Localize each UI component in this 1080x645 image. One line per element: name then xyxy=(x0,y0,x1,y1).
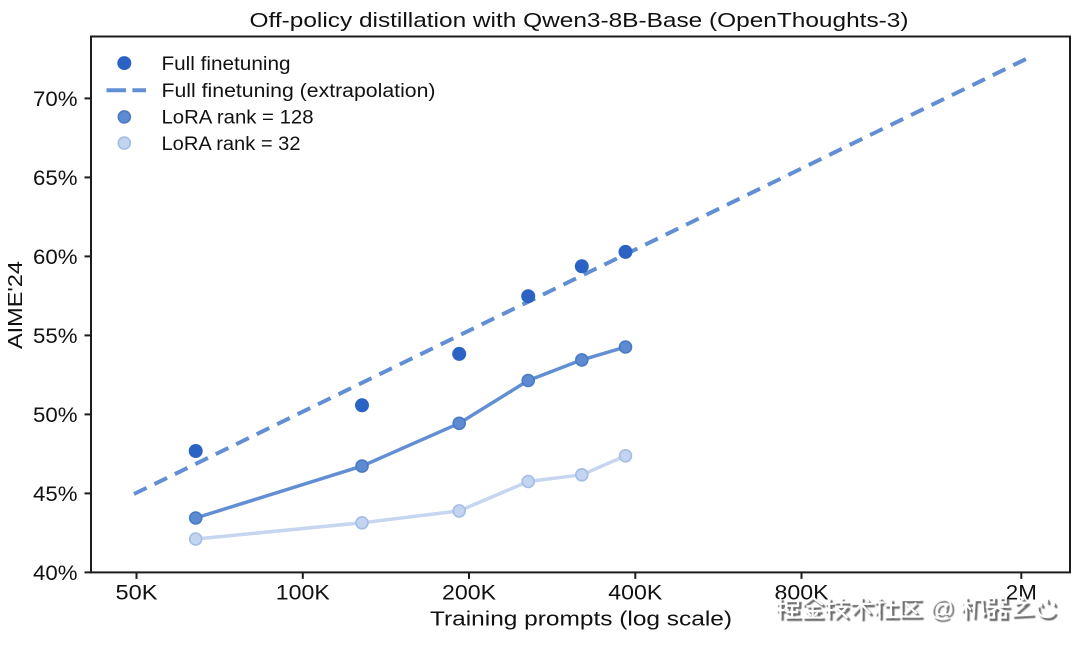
svg-text:Training prompts (log scale): Training prompts (log scale) xyxy=(430,607,732,630)
svg-text:65%: 65% xyxy=(33,166,78,190)
svg-text:LoRA rank = 128: LoRA rank = 128 xyxy=(162,108,314,129)
svg-text:70%: 70% xyxy=(33,87,78,111)
svg-text:AIME'24: AIME'24 xyxy=(4,261,27,349)
svg-text:2M: 2M xyxy=(1006,581,1037,605)
svg-text:50%: 50% xyxy=(33,403,78,427)
svg-text:Off-policy distillation with Q: Off-policy distillation with Qwen3-8B-Ba… xyxy=(250,9,909,32)
svg-text:@: @ xyxy=(929,595,954,622)
svg-text:Full finetuning: Full finetuning xyxy=(162,54,291,75)
svg-text:40%: 40% xyxy=(33,561,78,585)
svg-text:@: @ xyxy=(931,597,956,624)
svg-text:200K: 200K xyxy=(442,581,497,605)
svg-text:55%: 55% xyxy=(33,324,78,348)
svg-text:50K: 50K xyxy=(116,581,159,605)
svg-text:Full finetuning (extrapolation: Full finetuning (extrapolation) xyxy=(162,81,436,102)
svg-text:LoRA rank = 32: LoRA rank = 32 xyxy=(162,134,301,155)
svg-text:60%: 60% xyxy=(33,245,78,269)
svg-text:100K: 100K xyxy=(276,581,331,605)
svg-text:400K: 400K xyxy=(608,581,663,605)
svg-text:45%: 45% xyxy=(33,482,78,506)
